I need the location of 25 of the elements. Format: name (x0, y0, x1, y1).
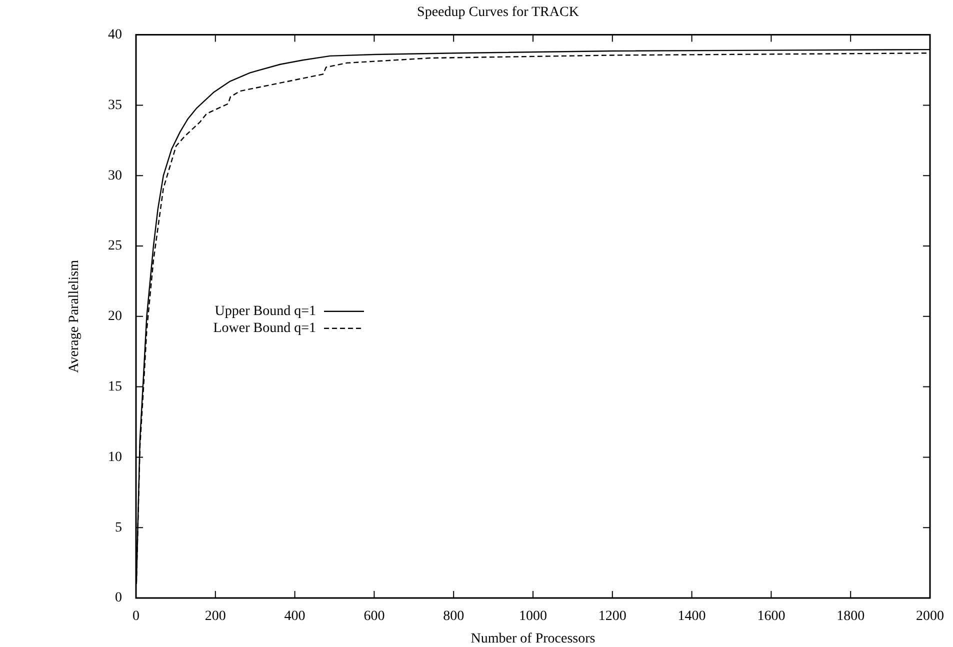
y-axis-title: Average Parallelism (67, 260, 82, 373)
x-tick-label: 1200 (598, 609, 626, 624)
y-tick-label: 35 (108, 98, 122, 113)
x-tick-label: 800 (443, 609, 464, 624)
x-tick-label: 400 (284, 609, 306, 624)
y-tick-label: 40 (108, 27, 122, 42)
chart-title: Speedup Curves for TRACK (417, 5, 579, 20)
y-tick-label: 20 (108, 309, 122, 324)
x-tick-label: 1600 (757, 609, 786, 624)
x-tick-label: 1000 (519, 609, 547, 624)
x-tick-label: 0 (132, 609, 140, 624)
y-tick-label: 0 (115, 590, 122, 606)
y-tick-label: 25 (108, 238, 122, 254)
x-tick-label: 1800 (836, 609, 865, 624)
x-tick-label: 200 (204, 609, 226, 624)
x-axis-title: Number of Processors (470, 631, 596, 646)
y-tick-label: 15 (108, 379, 122, 394)
y-tick-label: 10 (108, 450, 122, 465)
x-tick-label: 600 (364, 609, 385, 624)
legend-label: Lower Bound q=1 (213, 321, 316, 336)
legend-label: Upper Bound q=1 (214, 304, 316, 320)
y-tick-label: 5 (115, 520, 122, 536)
x-tick-label: 1400 (678, 609, 706, 624)
x-tick-label: 2000 (916, 609, 944, 624)
y-tick-label: 30 (108, 168, 122, 184)
